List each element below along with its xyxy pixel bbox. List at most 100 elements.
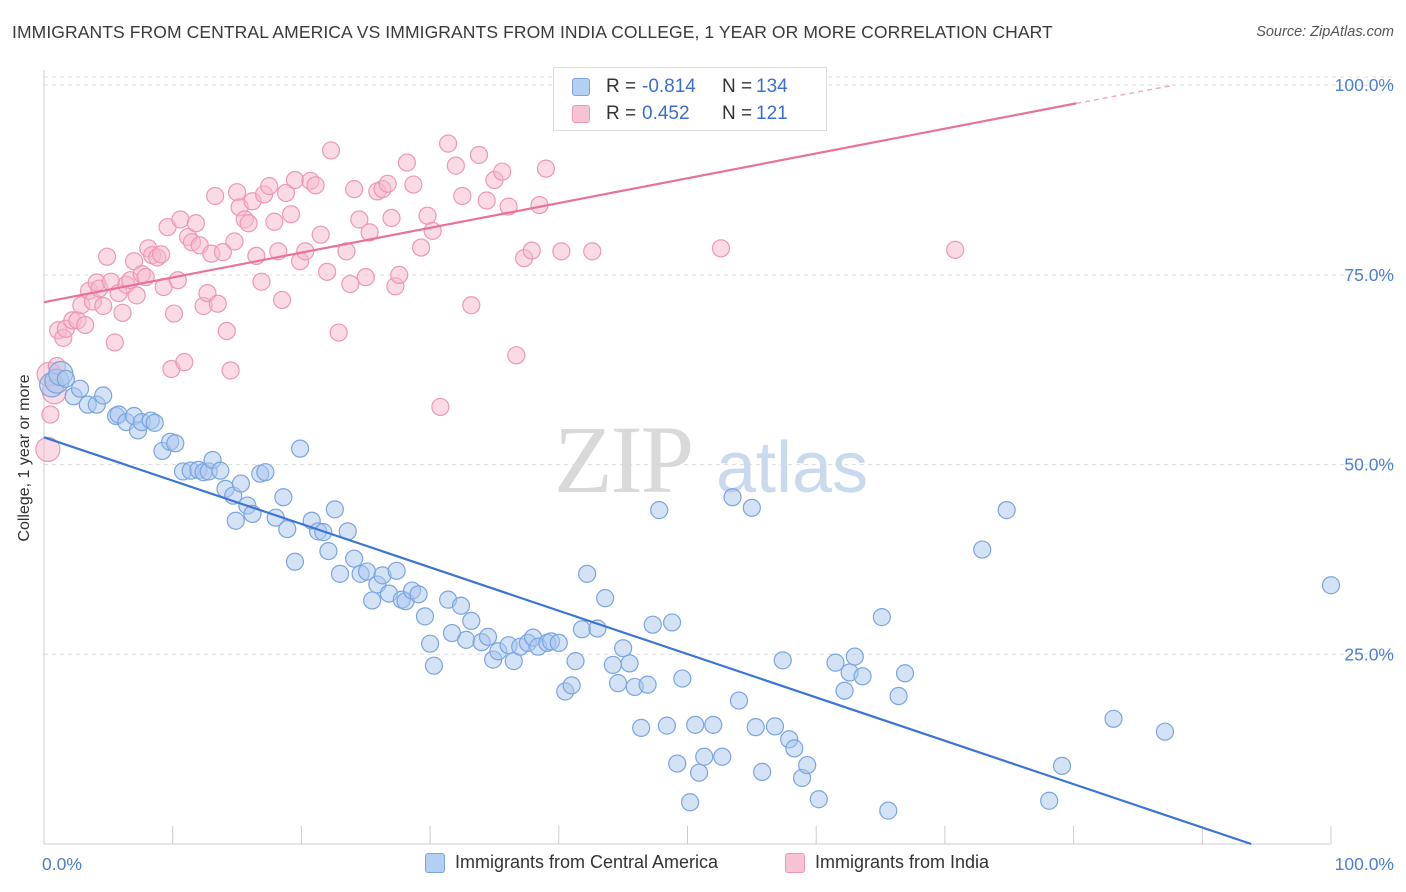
central-america-point	[704, 715, 723, 734]
legend-item-central-america[interactable]: Immigrants from Central America	[425, 852, 718, 873]
india-point	[76, 315, 95, 335]
india-point	[390, 265, 409, 284]
central-america-point	[895, 664, 915, 683]
watermark-atlas: atlas	[716, 428, 868, 508]
central-america-point	[835, 681, 854, 700]
india-point	[276, 183, 296, 203]
india-point	[260, 177, 279, 196]
central-america-point	[673, 669, 692, 688]
central-america-point	[145, 413, 164, 432]
central-america-point	[746, 718, 765, 737]
central-america-point	[285, 552, 305, 571]
india-point	[217, 321, 236, 341]
india-point	[378, 174, 397, 193]
central-america-point	[325, 500, 344, 519]
india-point	[552, 242, 571, 261]
india-point	[350, 210, 369, 229]
central-america-point	[643, 615, 662, 634]
india-point	[186, 214, 205, 233]
central-america-point	[572, 620, 592, 639]
india-point	[418, 206, 437, 225]
central-america-point	[826, 653, 845, 672]
india-point	[113, 303, 132, 322]
india-point	[583, 242, 602, 261]
central-america-point	[680, 793, 700, 812]
legend-item-india[interactable]: Immigrants from India	[785, 852, 989, 873]
india-point	[225, 232, 244, 251]
central-america-point	[387, 561, 406, 580]
central-america-point	[211, 461, 230, 480]
x-tick-label: 0.0%	[42, 854, 82, 874]
central-america-point	[566, 652, 585, 671]
central-america-trend-line	[43, 436, 1252, 846]
india-point	[423, 221, 442, 240]
y-tick-label: 100.0%	[1335, 75, 1394, 95]
india-point	[469, 145, 489, 165]
central-america-point	[723, 488, 742, 507]
india-point	[265, 212, 284, 231]
central-america-point	[689, 763, 709, 782]
india-point	[462, 296, 481, 315]
legend-r-value: -0.814	[642, 76, 696, 97]
central-america-point	[845, 647, 864, 666]
legend-row-central-america: R = -0.814 N = 134	[572, 74, 788, 100]
central-america-point	[415, 607, 435, 626]
central-america-point	[1321, 576, 1341, 595]
trend-lines	[43, 84, 1252, 846]
india-point	[711, 239, 731, 258]
legend-n-label: N =	[722, 76, 753, 97]
central-america-point	[451, 596, 471, 615]
legend-r-label: R =	[606, 103, 637, 124]
central-america-point	[729, 691, 749, 710]
india-point	[439, 134, 458, 153]
india-point	[97, 247, 117, 266]
central-america-point	[562, 676, 581, 695]
y-tick-label: 50.0%	[1344, 455, 1394, 475]
central-america-point	[879, 801, 898, 820]
stats-legend: R = -0.814 N = 134 R = 0.452 N = 121	[553, 67, 827, 131]
central-america-point	[1052, 756, 1072, 775]
india-point	[285, 170, 305, 190]
india-point	[272, 290, 292, 310]
india-point	[411, 238, 431, 257]
central-america-point	[662, 613, 682, 632]
legend-swatch-blue	[572, 78, 590, 96]
india-point	[221, 361, 240, 380]
central-america-point	[166, 434, 185, 453]
central-america-point	[742, 498, 761, 517]
central-america-point	[657, 716, 677, 735]
india-point	[127, 286, 146, 305]
india-point	[397, 153, 417, 172]
x-tick-label: 100.0%	[1335, 854, 1394, 874]
india-point	[206, 186, 225, 206]
india-point	[239, 214, 258, 233]
legend-swatch-pink	[572, 105, 590, 123]
legend-row-india: R = 0.452 N = 121	[572, 101, 788, 127]
india-point	[446, 156, 465, 175]
india-point	[175, 353, 194, 372]
central-america-point	[638, 675, 657, 694]
india-point	[946, 240, 965, 259]
india-point	[105, 333, 124, 352]
central-america-point	[462, 611, 481, 631]
central-america-point	[695, 747, 714, 766]
central-america-point	[785, 739, 804, 758]
india-point	[164, 304, 184, 323]
legend-label-central-america: Immigrants from Central America	[455, 852, 719, 872]
india-point	[404, 175, 423, 194]
central-america-point	[713, 747, 732, 766]
central-america-point	[478, 627, 498, 646]
india-point	[282, 205, 301, 224]
central-america-point	[457, 630, 476, 649]
legend-label-india: Immigrants from India	[815, 852, 990, 872]
india-point	[152, 245, 171, 264]
central-america-point	[889, 686, 908, 706]
central-america-point	[424, 656, 444, 675]
central-america-point	[809, 790, 828, 809]
india-point	[341, 274, 360, 294]
central-america-point	[278, 519, 297, 539]
central-america-point	[578, 564, 597, 583]
central-america-point	[330, 564, 350, 583]
india-point	[306, 176, 325, 195]
